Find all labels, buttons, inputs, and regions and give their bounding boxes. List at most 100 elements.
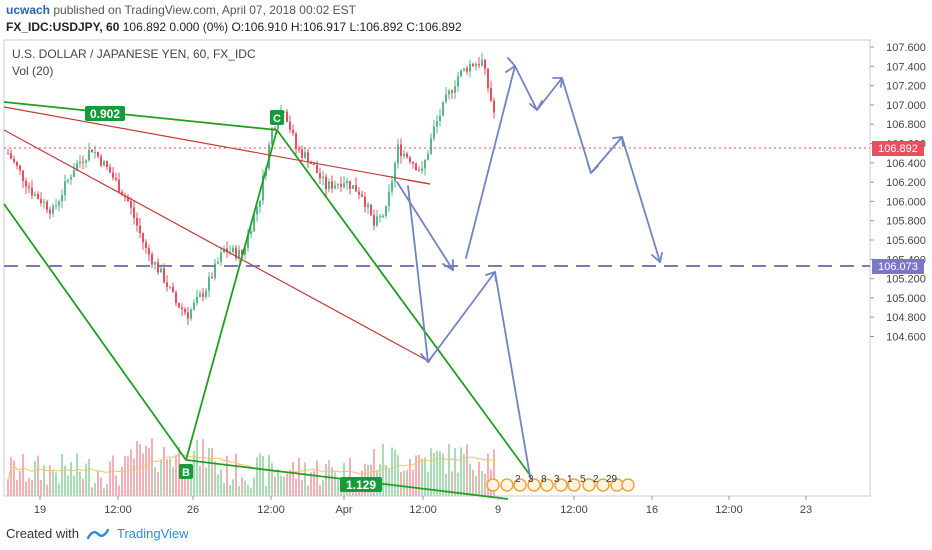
event-markers[interactable]: 2 3 8 3 1 5 2 29 <box>486 474 635 492</box>
candle-body <box>382 215 384 217</box>
candle-body <box>166 282 168 287</box>
candle-body <box>40 198 42 204</box>
publish-info: ucwach published on TradingView.com, Apr… <box>6 3 356 17</box>
fib-label: 1.129 <box>346 478 376 492</box>
event-marker-icon[interactable] <box>596 478 610 492</box>
time-tick-label: 26 <box>187 504 199 516</box>
price-chart[interactable]: 0.902 C B 1.129 2 3 8 3 1 5 2 29 U.S. DOLLAR / … <box>0 38 932 520</box>
volume-bar <box>469 463 471 496</box>
author-link[interactable]: ucwach <box>6 3 51 17</box>
volume-bar <box>133 458 135 496</box>
time-tick-label: 12:00 <box>715 504 743 516</box>
candle-body <box>112 172 114 178</box>
candle-body <box>451 90 453 93</box>
candle-body <box>61 195 63 202</box>
price-tick-label: 105.200 <box>886 274 926 286</box>
candle-body <box>412 162 414 164</box>
time-tick-label: 12:00 <box>409 504 437 516</box>
tradingview-logo-icon <box>86 528 109 539</box>
volume-bar <box>286 473 288 496</box>
event-marker-icon[interactable] <box>540 478 554 492</box>
volume-bar <box>349 457 351 496</box>
candle-body <box>238 250 240 259</box>
volume-bar <box>331 467 333 496</box>
volume-bar <box>70 462 72 496</box>
candle-body <box>376 216 378 226</box>
volume-bar <box>268 454 270 496</box>
tradingview-link[interactable]: TradingView <box>116 526 189 541</box>
volume-bar <box>313 470 315 496</box>
candle-body <box>262 175 264 201</box>
arrowhead-7 <box>442 259 454 271</box>
candle-body <box>424 160 426 169</box>
candle-body <box>127 197 129 202</box>
volume-bar <box>400 471 402 496</box>
volume-bar <box>274 476 276 496</box>
volume-bar <box>169 458 171 496</box>
candle-body <box>439 115 441 121</box>
time-tick-label: 9 <box>495 504 501 516</box>
event-marker-icon[interactable] <box>621 478 635 492</box>
time-tick-label: 19 <box>34 504 46 516</box>
candle-body <box>88 149 90 161</box>
volume-bar <box>154 467 156 496</box>
volume-bar <box>460 447 462 496</box>
volume-bar <box>484 473 486 496</box>
candle-body <box>433 126 435 139</box>
candle-body <box>397 144 399 164</box>
pivot-label-b: B <box>179 464 193 479</box>
candle-body <box>103 161 105 166</box>
volume-bar <box>265 485 267 496</box>
candle-body <box>460 70 462 77</box>
candle-body <box>178 302 180 308</box>
candle-body <box>181 307 183 310</box>
event-marker-icon[interactable] <box>567 478 581 492</box>
candle-body <box>385 205 387 216</box>
volume-bar <box>106 484 108 496</box>
volume-bar <box>13 460 15 496</box>
volume-bar <box>10 457 12 496</box>
event-marker-icon[interactable] <box>554 478 568 492</box>
arrowhead-6 <box>651 252 663 263</box>
volume-bar <box>127 456 129 496</box>
candle-body <box>244 247 246 255</box>
volume-bar <box>61 454 63 496</box>
event-marker-icon[interactable] <box>500 478 514 492</box>
candle-body <box>298 148 300 150</box>
event-marker-icon[interactable] <box>582 478 596 492</box>
volume-bar <box>304 462 306 496</box>
event-marker-count: 2 <box>593 474 599 485</box>
candle-body <box>343 183 345 188</box>
candle-body <box>82 161 84 163</box>
volume-bar <box>457 472 459 496</box>
pattern-leg-xa <box>3 203 187 461</box>
time-axis[interactable]: 19 12:00 26 12:00 Apr 12:00 9 12:00 16 12:00 23 <box>34 496 812 516</box>
candle-body <box>100 156 102 166</box>
volume-bar <box>409 458 411 496</box>
trend-lines[interactable] <box>3 106 431 363</box>
projection-paths[interactable] <box>396 57 663 489</box>
volume-bar <box>277 469 279 496</box>
volume-bar <box>76 453 78 496</box>
candle-body <box>247 234 249 248</box>
volume-bar <box>142 453 144 496</box>
candle-body <box>28 186 30 188</box>
volume-bar <box>310 472 312 496</box>
volume-bar <box>208 448 210 496</box>
candle-body <box>232 247 234 252</box>
event-marker-icon[interactable] <box>527 478 541 492</box>
event-marker-icon[interactable] <box>513 478 527 492</box>
candle-body <box>352 185 354 189</box>
volume-bar <box>238 486 240 496</box>
candle-body <box>175 292 177 303</box>
volume-bar <box>34 460 36 496</box>
volume-bar <box>394 449 396 496</box>
volume-bar <box>214 461 216 496</box>
event-marker-icon[interactable] <box>486 478 500 492</box>
fib-label-1129: 1.129 <box>340 477 382 492</box>
volume-bar <box>418 454 420 496</box>
candle-body <box>349 180 351 189</box>
volume-bar <box>493 449 495 496</box>
volume-bar <box>46 484 48 496</box>
price-axis[interactable]: 107.600107.400107.200107.000106.800106.6… <box>870 42 926 344</box>
